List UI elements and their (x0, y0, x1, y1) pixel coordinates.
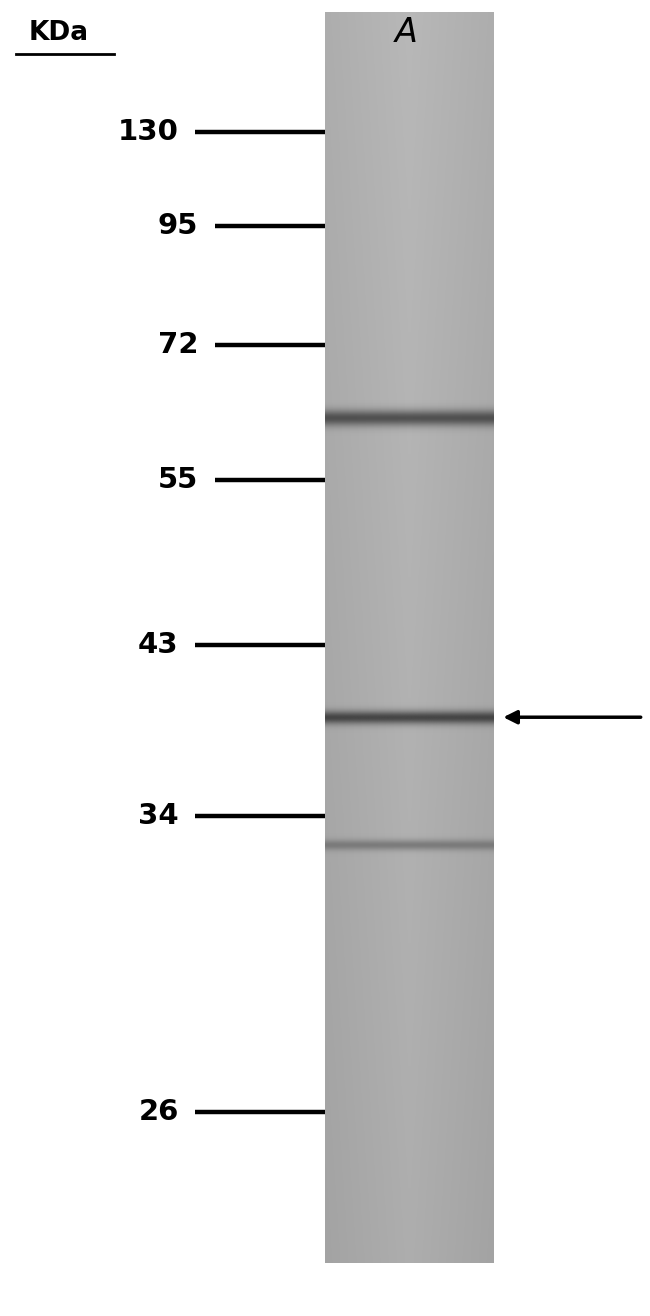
Text: 34: 34 (138, 801, 179, 830)
Text: 43: 43 (138, 630, 179, 659)
Text: 72: 72 (158, 330, 198, 359)
Text: 26: 26 (138, 1098, 179, 1126)
Text: 130: 130 (118, 117, 179, 146)
Text: A: A (395, 16, 418, 50)
Text: 55: 55 (158, 466, 198, 495)
Text: 95: 95 (158, 212, 198, 241)
Text: KDa: KDa (29, 20, 88, 46)
